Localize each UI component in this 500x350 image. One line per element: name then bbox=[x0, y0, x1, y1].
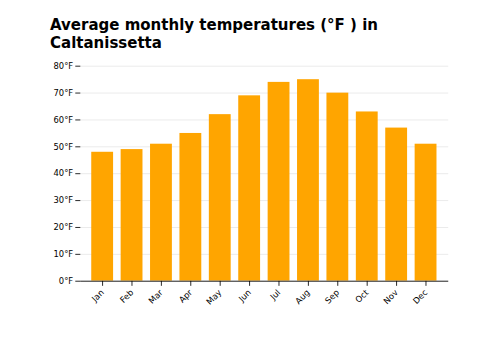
svg-text:Sep: Sep bbox=[323, 287, 341, 305]
svg-text:Jun: Jun bbox=[236, 287, 253, 304]
svg-text:Jul: Jul bbox=[267, 287, 282, 302]
svg-text:40°F: 40°F bbox=[54, 168, 74, 178]
svg-text:Nov: Nov bbox=[381, 287, 400, 306]
svg-text:10°F: 10°F bbox=[54, 249, 74, 259]
svg-text:80°F: 80°F bbox=[54, 61, 74, 71]
svg-text:Jan: Jan bbox=[89, 287, 106, 304]
svg-text:20°F: 20°F bbox=[54, 222, 74, 232]
svg-text:May: May bbox=[204, 287, 223, 306]
svg-text:Mar: Mar bbox=[146, 287, 165, 306]
svg-text:50°F: 50°F bbox=[54, 142, 74, 152]
svg-text:Oct: Oct bbox=[353, 287, 371, 305]
svg-text:Feb: Feb bbox=[118, 287, 136, 305]
svg-text:Aug: Aug bbox=[293, 287, 312, 306]
html-text:Average monthly temperatures (: Average monthly temperatures (°F ) in Ca… bbox=[50, 16, 378, 52]
svg-text:Apr: Apr bbox=[177, 287, 195, 305]
svg-text:60°F: 60°F bbox=[54, 115, 74, 125]
svg-text:Dec: Dec bbox=[411, 287, 430, 306]
svg-text:0°F: 0°F bbox=[59, 276, 74, 286]
svg-text:30°F: 30°F bbox=[54, 195, 74, 205]
svg-text:70°F: 70°F bbox=[54, 88, 74, 98]
